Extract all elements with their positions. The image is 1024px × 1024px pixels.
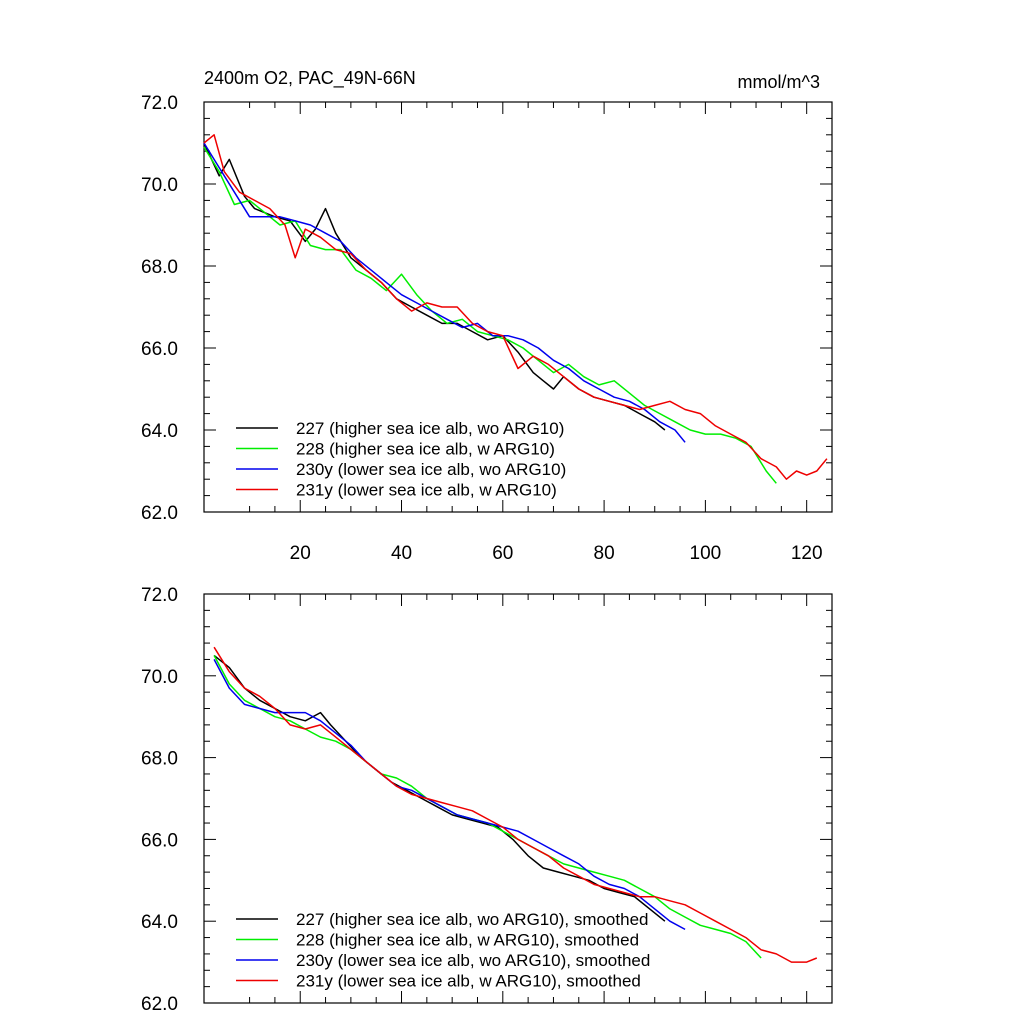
legend-label: 227 (higher sea ice alb, wo ARG10) [296,419,564,438]
y-tick-label: 70.0 [141,175,178,196]
x-tick-label: 60 [492,543,513,564]
plot-frame [203,593,833,1004]
legend-label: 228 (higher sea ice alb, w ARG10), smoot… [296,931,639,950]
x-tick-label: 40 [391,543,412,564]
legend-label: 231y (lower sea ice alb, w ARG10), smoot… [296,972,641,991]
legend-label: 228 (higher sea ice alb, w ARG10) [296,440,555,459]
series-line-3 [213,646,818,963]
legend-label: 231y (lower sea ice alb, w ARG10) [296,481,557,500]
y-tick-label: 70.0 [141,667,178,688]
x-tick-label: 20 [290,543,311,564]
series-line-3 [203,134,828,480]
series-line-0 [213,654,666,922]
y-tick-label: 64.0 [141,912,178,933]
y-tick-label: 72.0 [141,93,178,114]
series-line-2 [203,142,686,443]
legend-label: 230y (lower sea ice alb, wo ARG10) [296,460,566,479]
units-label: mmol/m^3 [738,72,820,92]
y-tick-label: 68.0 [141,749,178,770]
y-tick-label: 64.0 [141,421,178,442]
y-tick-label: 66.0 [141,830,178,851]
x-tick-label: 80 [594,543,615,564]
x-tick-label: 120 [791,543,823,564]
y-tick-label: 66.0 [141,339,178,360]
bottom-panel: 62.0 64.0 66.0 68.0 70.0 72.0 227 (higher sea … [141,585,833,1015]
plot-frame [203,101,833,513]
y-tick-label: 62.0 [141,503,178,524]
legend-label: 227 (higher sea ice alb, wo ARG10), smoo… [296,910,648,929]
series-line-2 [213,659,686,931]
legend-label: 230y (lower sea ice alb, wo ARG10), smoo… [296,951,650,970]
top-panel: 62.0 64.0 66.0 68.0 70.0 72.0 20 40 60 80 100 120 22… [141,93,833,564]
y-tick-label: 72.0 [141,585,178,606]
x-tick-label: 100 [690,543,722,564]
y-tick-label: 68.0 [141,257,178,278]
y-tick-label: 62.0 [141,994,178,1015]
chart-title: 2400m O2, PAC_49N-66N [204,68,416,89]
